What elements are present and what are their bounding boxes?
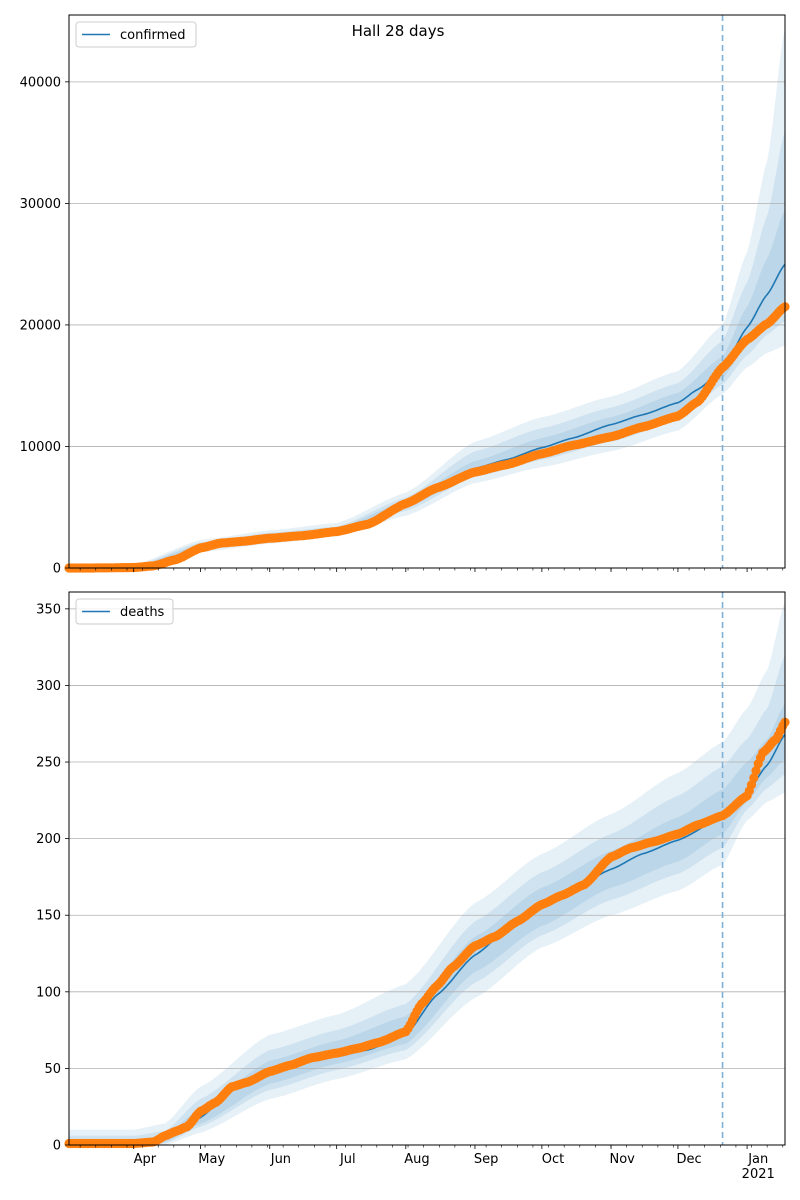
band-outer <box>69 27 785 568</box>
x-tick-label: Jul <box>339 1152 356 1167</box>
observed-point <box>751 766 761 776</box>
legend-label-confirmed: confirmed <box>120 28 186 43</box>
legend-label-deaths: deaths <box>120 605 165 620</box>
x-tick-label: May <box>198 1152 225 1167</box>
confirmed-plot-frame <box>68 14 786 569</box>
y-tick-label: 200 <box>36 832 61 847</box>
chart-title: Hall 28 days <box>352 22 445 40</box>
deaths-y-axis: 0 50 100 150 200 250 300 350 <box>36 602 69 1154</box>
band-outer <box>69 601 785 1145</box>
confirmed-credible-bands <box>69 27 785 568</box>
x-tick-label: Aug <box>404 1152 429 1167</box>
y-tick-label: 10000 <box>20 440 61 455</box>
y-tick-label: 30000 <box>20 197 61 212</box>
confirmed-legend: confirmed <box>75 21 197 48</box>
confirmed-observed-points <box>64 302 790 573</box>
y-tick-label: 40000 <box>20 75 61 90</box>
y-tick-label: 0 <box>53 1139 61 1154</box>
deaths-legend: deaths <box>75 598 174 625</box>
y-tick-label: 20000 <box>20 318 61 333</box>
y-tick-label: 150 <box>36 909 61 924</box>
legend-box <box>75 598 174 625</box>
deaths-credible-bands <box>69 601 785 1145</box>
deaths-panel: 0 50 100 150 200 250 300 350 Apr May Jun Jul Aug Sep… <box>36 591 790 1182</box>
band-inner <box>69 703 785 1145</box>
y-tick-label: 100 <box>36 985 61 1000</box>
x-year-label: 2021 <box>742 1167 775 1182</box>
x-tick-label: Dec <box>677 1152 702 1167</box>
observed-point <box>749 773 759 783</box>
confirmed-y-axis: 0 10000 20000 30000 40000 <box>20 75 69 577</box>
y-tick-label: 50 <box>44 1062 61 1077</box>
x-tick-label: Sep <box>474 1152 499 1167</box>
deaths-plot-frame <box>68 591 786 1146</box>
x-tick-label: Apr <box>134 1152 157 1167</box>
confirmed-x-axis <box>79 568 784 572</box>
y-tick-label: 350 <box>36 602 61 617</box>
x-tick-label: Jan <box>747 1152 768 1167</box>
x-tick-label: Oct <box>542 1152 564 1167</box>
y-tick-label: 300 <box>36 679 61 694</box>
x-tick-label: Jun <box>270 1152 291 1167</box>
deaths-observed-points <box>64 717 790 1149</box>
observed-point <box>746 780 757 790</box>
y-tick-label: 0 <box>53 562 61 577</box>
band-middle <box>69 654 785 1145</box>
legend-box <box>75 21 197 48</box>
x-tick-label: Nov <box>609 1152 635 1167</box>
confirmed-panel: 0 10000 20000 30000 40000 confirmed Hall 28 … <box>20 14 790 577</box>
y-tick-label: 250 <box>36 756 61 771</box>
